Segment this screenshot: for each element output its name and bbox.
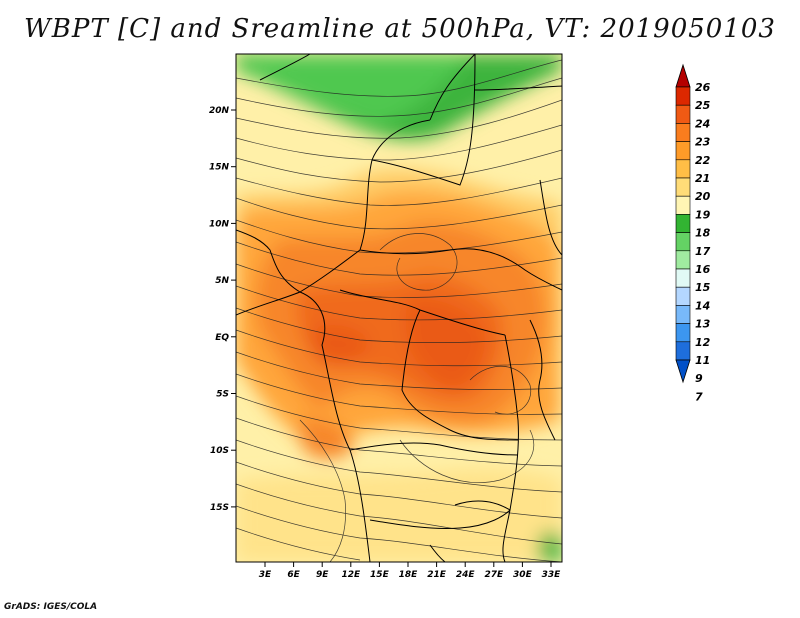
lon-label: 15E <box>370 570 390 580</box>
lon-label: 33E <box>542 570 562 580</box>
colorbar-label: 22 <box>695 154 711 167</box>
map-frame <box>235 53 563 563</box>
colorbar-swatch <box>675 195 691 215</box>
colorbar-label: 9 <box>695 372 703 385</box>
colorbar-label: 11 <box>695 354 710 367</box>
lat-label: 5N <box>215 276 229 286</box>
lat-label: 10N <box>209 219 230 229</box>
colorbar-swatch <box>675 159 691 179</box>
colorbar-label: 20 <box>695 190 711 203</box>
lat-label: EQ <box>215 333 229 343</box>
colorbar-label: 13 <box>695 318 711 331</box>
colorbar-label: 18 <box>695 227 711 240</box>
colorbar-label: 15 <box>695 281 711 294</box>
lat-label: 10S <box>210 446 229 456</box>
colorbar-max-arrow <box>675 63 691 88</box>
colorbar-label: 24 <box>695 117 710 130</box>
lon-label: 12E <box>341 570 361 580</box>
colorbar-swatch <box>675 341 691 361</box>
lon-label: 24E <box>456 570 476 580</box>
colorbar-swatch <box>675 323 691 343</box>
colorbar-swatch <box>675 232 691 252</box>
colorbar-label: 12 <box>695 336 711 349</box>
colorbar-swatch <box>675 286 691 306</box>
colorbar-label: 7 <box>695 390 703 403</box>
colorbar-label: 17 <box>695 245 711 258</box>
map-title: WBPT [C] and Sreamline at 500hPa, VT: 20… <box>24 14 776 44</box>
wbpt-field <box>236 54 562 562</box>
country-borders <box>236 54 562 562</box>
colorbar-swatch <box>675 141 691 161</box>
colorbar-label: 25 <box>695 99 711 112</box>
lon-label: 6E <box>287 570 300 580</box>
colorbar-label: 26 <box>695 81 711 94</box>
longitude-axis: 3E 6E 9E 12E 15E 18E 21E 24E 27E 30E 33E <box>259 562 561 580</box>
lon-label: 21E <box>427 570 447 580</box>
footer-credit: GrADS: IGES/COLA <box>4 602 98 612</box>
colorbar-swatch <box>675 268 691 288</box>
colorbar-swatch <box>675 123 691 142</box>
lat-label: 5S <box>216 390 229 400</box>
colorbar-swatch <box>675 305 691 324</box>
colorbar-label: 23 <box>695 136 711 149</box>
lon-label: 3E <box>259 570 272 580</box>
lon-label: 18E <box>399 570 419 580</box>
colorbar-swatch <box>675 86 691 106</box>
colorbar-label: 19 <box>695 208 711 221</box>
colorbar: 26 25 24 23 22 21 20 19 18 17 16 15 14 13 12 11 9 7 <box>675 63 711 403</box>
colorbar-swatch <box>675 250 691 270</box>
lon-label: 9E <box>316 570 329 580</box>
streamlines <box>236 59 562 562</box>
colorbar-min-arrow <box>675 359 691 384</box>
lon-label: 27E <box>484 570 504 580</box>
lon-label: 30E <box>513 570 533 580</box>
colorbar-swatch <box>675 214 691 233</box>
lat-label: 15S <box>210 503 229 513</box>
lat-label: 20N <box>209 106 230 116</box>
colorbar-swatch <box>675 177 691 197</box>
colorbar-swatch <box>675 104 691 124</box>
latitude-axis: 20N 15N 10N 5N EQ 5S 10S 15S <box>209 106 236 513</box>
lat-label: 15N <box>209 163 230 173</box>
colorbar-label: 21 <box>695 172 710 185</box>
colorbar-label: 16 <box>695 263 711 276</box>
colorbar-label: 14 <box>695 299 710 312</box>
